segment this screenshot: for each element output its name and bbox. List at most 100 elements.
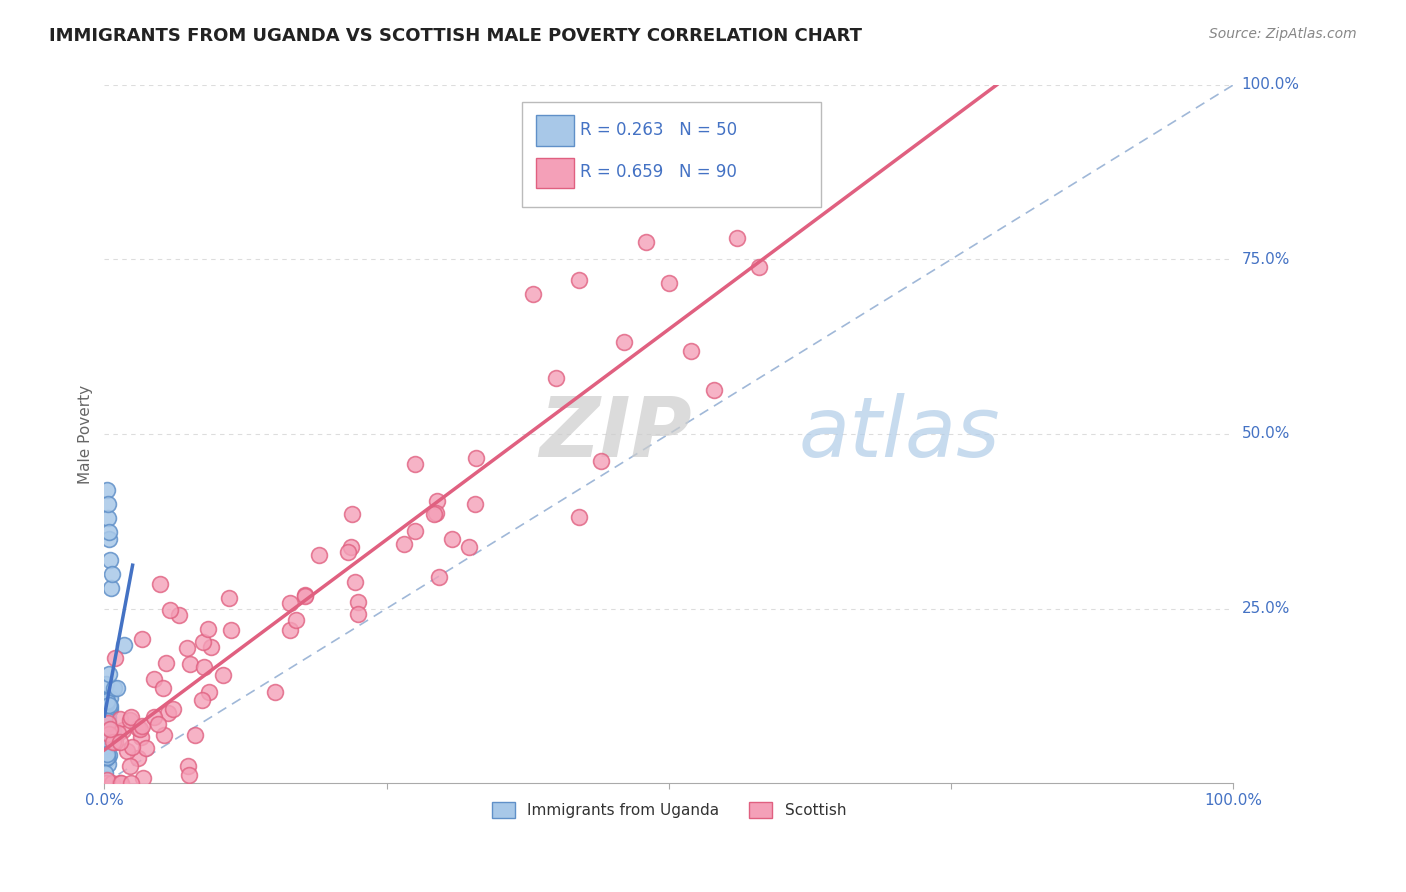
Point [278,595,301,609]
Point [591,454,613,468]
Point [152,681,174,695]
Point [94,720,117,734]
Text: R = 0.263   N = 50: R = 0.263 N = 50 [579,120,737,138]
Text: IMMIGRANTS FROM UGANDA VS SCOTTISH MALE POVERTY CORRELATION CHART: IMMIGRANTS FROM UGANDA VS SCOTTISH MALE … [49,27,862,45]
Point [179,657,201,672]
Point [94,739,117,753]
Text: ZIP: ZIP [538,393,692,475]
Point [97,749,120,764]
Point [97,727,120,741]
Point [97,666,120,681]
Text: 75.0%: 75.0% [1241,252,1289,267]
Point [96,772,118,787]
Point [101,735,124,749]
Point [100,690,122,705]
FancyBboxPatch shape [536,158,574,188]
Point [93,741,115,756]
Point [191,693,214,707]
Point [121,739,143,754]
Point [148,716,170,731]
Point [567,273,589,287]
Point [167,608,190,623]
Point [142,710,165,724]
Point [97,532,120,546]
Point [156,706,179,721]
Point [97,703,120,717]
Point [97,698,120,712]
Y-axis label: Male Poverty: Male Poverty [79,384,93,483]
Point [218,591,240,605]
Point [110,776,132,790]
Point [127,721,149,735]
Point [725,230,748,244]
Point [96,694,118,708]
Point [97,714,120,729]
FancyBboxPatch shape [536,115,574,145]
Point [142,672,165,686]
Point [118,713,141,727]
Point [176,758,198,772]
Point [193,635,215,649]
Point [135,741,157,756]
Text: 50.0%: 50.0% [1241,426,1289,442]
Point [96,677,118,691]
Point [567,509,589,524]
Point [103,723,125,738]
Point [613,335,636,350]
Point [98,702,121,716]
Text: 25.0%: 25.0% [1241,601,1289,616]
Point [98,698,121,713]
Point [129,722,152,736]
Point [96,483,118,497]
Text: 100.0%: 100.0% [1241,78,1299,93]
Point [392,537,415,551]
Point [636,235,658,249]
Point [96,711,118,725]
Point [97,716,120,731]
Point [308,549,330,563]
Point [98,728,121,742]
Point [340,540,363,554]
Point [404,457,426,471]
Point [110,776,132,790]
Point [94,738,117,752]
Point [197,623,219,637]
Point [112,638,135,652]
Text: atlas: atlas [799,393,1000,475]
Point [681,343,703,358]
Point [108,734,131,748]
Point [96,731,118,745]
Point [162,702,184,716]
Point [264,684,287,698]
Point [101,776,124,790]
Point [96,731,118,746]
Point [107,681,129,695]
Point [423,508,446,522]
Point [94,751,117,765]
Point [97,748,120,763]
Point [465,451,488,466]
Point [94,719,117,733]
Point [98,722,121,736]
Point [104,735,127,749]
Point [294,588,316,602]
Point [149,577,172,591]
Point [278,624,301,638]
Point [120,776,142,790]
Point [404,524,426,539]
Point [96,696,118,710]
Point [100,581,122,595]
Point [94,766,117,780]
Point [131,719,153,733]
Point [115,744,138,758]
Point [544,371,567,385]
Point [98,552,121,566]
Point [219,623,242,637]
Point [198,685,221,699]
Point [132,771,155,785]
Point [96,704,118,718]
Point [212,668,235,682]
Point [427,569,450,583]
Point [103,681,125,695]
Point [104,651,127,665]
